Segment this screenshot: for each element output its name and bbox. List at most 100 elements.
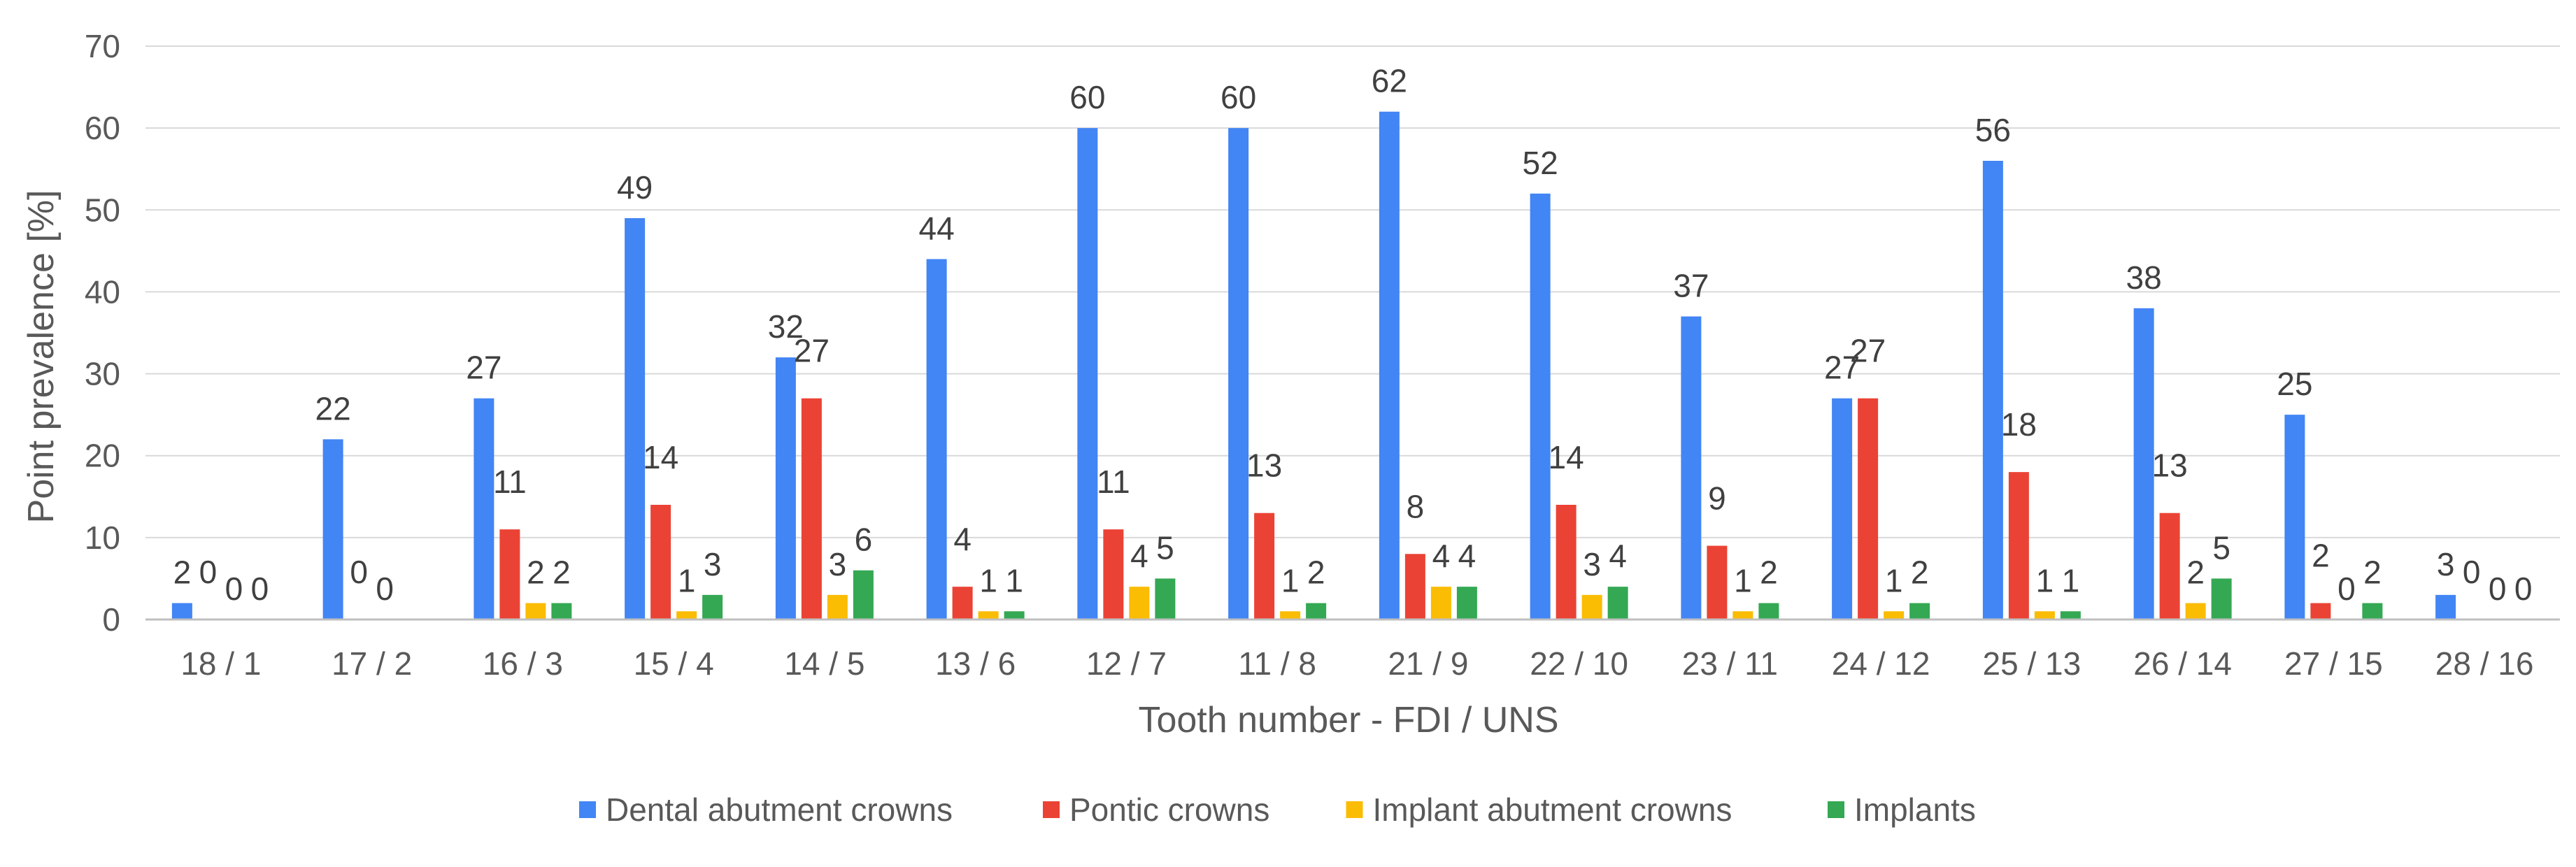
data-label: 2 — [2312, 538, 2330, 574]
y-tick-label: 40 — [85, 273, 120, 310]
data-label: 3 — [829, 546, 847, 582]
bar-dental-abutment-crowns — [625, 218, 646, 619]
bar-dental-abutment-crowns — [926, 259, 947, 620]
x-tick-label: 23 / 11 — [1682, 645, 1778, 682]
bar-implant-abutment-crowns — [676, 611, 697, 619]
data-label: 44 — [919, 210, 955, 247]
data-label: 0 — [2337, 571, 2356, 607]
data-label: 2 — [1911, 554, 1929, 591]
bar-pontic-crowns — [2310, 603, 2331, 619]
data-label: 4 — [1458, 538, 1476, 574]
bar-implant-abutment-crowns — [978, 611, 999, 619]
data-label: 1 — [2036, 562, 2054, 599]
x-tick-label: 14 / 5 — [784, 645, 864, 682]
legend: Dental abutment crowns Pontic crowns Impla… — [579, 791, 1976, 828]
bar-dental-abutment-crowns — [2133, 308, 2154, 619]
bar-pontic-crowns — [1254, 513, 1275, 619]
data-label: 9 — [1708, 480, 1726, 517]
bar-implants — [702, 594, 723, 619]
data-label: 0 — [2463, 554, 2481, 590]
data-label: 1 — [1734, 562, 1752, 599]
bar-dental-abutment-crowns — [474, 398, 494, 619]
bar-pontic-crowns — [1707, 545, 1728, 619]
bar-pontic-crowns — [952, 587, 973, 619]
bar-dental-abutment-crowns — [775, 357, 796, 619]
x-axis-title: Tooth number - FDI / UNS — [1138, 700, 1558, 740]
y-tick-label: 30 — [85, 356, 120, 392]
data-label: 5 — [2212, 529, 2230, 566]
bar-pontic-crowns — [499, 529, 520, 619]
data-label: 60 — [1069, 79, 1105, 115]
legend-label: Pontic crowns — [1069, 791, 1269, 828]
x-tick-label: 25 / 13 — [1983, 645, 2082, 682]
data-label: 2 — [173, 554, 192, 591]
x-tick-label: 22 / 10 — [1530, 645, 1628, 682]
x-tick-label: 28 / 16 — [2435, 645, 2534, 682]
data-label: 0 — [2514, 571, 2533, 607]
x-tick-label: 15 / 4 — [634, 645, 714, 682]
data-label: 56 — [1975, 112, 2011, 148]
data-label: 0 — [350, 554, 368, 590]
data-label: 2 — [553, 554, 571, 591]
data-label: 18 — [2001, 406, 2037, 443]
data-label: 1 — [1885, 562, 1903, 599]
data-label: 4 — [953, 521, 972, 557]
bar-implant-abutment-crowns — [525, 603, 546, 619]
data-label: 1 — [1281, 562, 1300, 599]
data-label: 2 — [527, 554, 545, 591]
bar-pontic-crowns — [1103, 529, 1124, 619]
y-tick-label: 70 — [85, 28, 120, 64]
bar-implants — [2211, 578, 2232, 619]
bar-dental-abutment-crowns — [1228, 128, 1249, 620]
legend-label: Implant abutment crowns — [1373, 791, 1732, 828]
x-tick-label: 16 / 3 — [483, 645, 563, 682]
bar-implant-abutment-crowns — [1129, 587, 1150, 619]
data-label: 1 — [1005, 562, 1023, 599]
bar-implants — [1155, 578, 1176, 619]
data-label: 27 — [1824, 350, 1860, 386]
x-tick-label: 27 / 15 — [2284, 645, 2383, 682]
data-label: 62 — [1372, 63, 1407, 99]
bar-dental-abutment-crowns — [2435, 594, 2456, 619]
bar-implant-abutment-crowns — [2034, 611, 2055, 619]
legend-label: Dental abutment crowns — [606, 791, 953, 828]
bars — [171, 111, 2456, 620]
data-label: 22 — [315, 390, 351, 427]
bar-pontic-crowns — [1556, 505, 1577, 619]
bar-dental-abutment-crowns — [1530, 193, 1551, 619]
bar-dental-abutment-crowns — [322, 439, 343, 619]
data-label: 37 — [1673, 268, 1709, 304]
data-label: 3 — [1583, 546, 1601, 582]
data-label: 11 — [493, 464, 527, 500]
bar-implants — [1456, 587, 1477, 619]
bar-dental-abutment-crowns — [1077, 128, 1098, 620]
legend-swatch — [1043, 801, 1060, 818]
data-label: 27 — [1850, 333, 1886, 369]
y-tick-label: 50 — [85, 192, 120, 228]
bar-implants — [1306, 603, 1327, 619]
x-tick-label: 26 / 14 — [2133, 645, 2232, 682]
data-label: 2 — [2186, 554, 2205, 591]
data-label: 2 — [2363, 554, 2382, 591]
bar-implants — [1607, 587, 1628, 619]
bar-implants — [1909, 603, 1930, 619]
data-label: 0 — [251, 571, 269, 607]
legend-swatch — [1828, 801, 1844, 818]
data-label: 38 — [2126, 259, 2162, 296]
x-tick-label: 12 / 7 — [1086, 645, 1167, 682]
bar-implants — [2362, 603, 2383, 619]
x-tick-label: 11 / 8 — [1238, 645, 1316, 682]
bar-pontic-crowns — [1404, 554, 1425, 619]
bar-dental-abutment-crowns — [1832, 398, 1853, 619]
data-label: 1 — [979, 562, 997, 599]
data-label: 0 — [225, 571, 243, 607]
bar-pontic-crowns — [801, 398, 822, 619]
data-label: 4 — [1130, 538, 1148, 574]
y-axis-title: Point prevalence [%] — [21, 190, 62, 524]
x-tick-label: 13 / 6 — [935, 645, 1016, 682]
bar-pontic-crowns — [650, 505, 671, 619]
legend-swatch — [1346, 801, 1363, 818]
